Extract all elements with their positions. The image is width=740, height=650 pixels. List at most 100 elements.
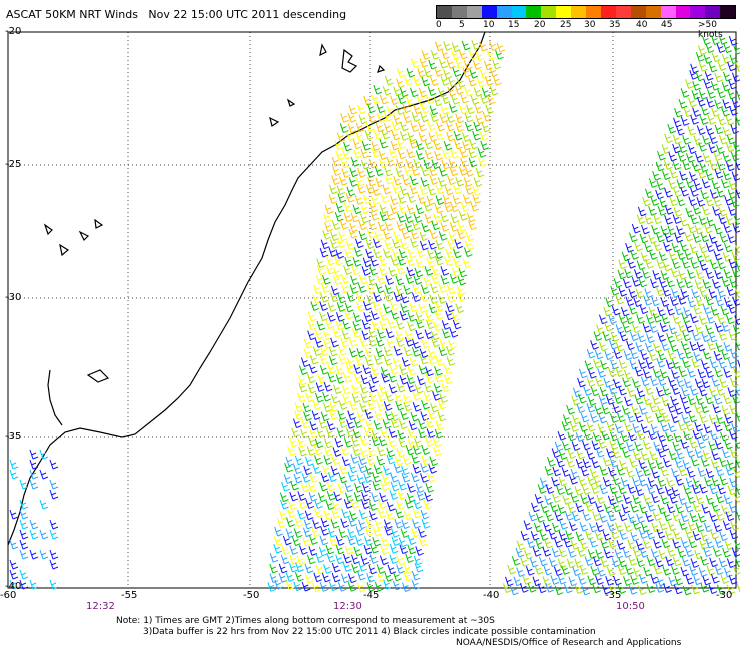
wind-barb [676, 250, 686, 260]
wind-barb [316, 265, 326, 276]
wind-barb [674, 331, 683, 342]
wind-barb [333, 267, 342, 278]
legend-swatch [496, 6, 512, 18]
wind-barb [401, 465, 410, 476]
wind-barb [391, 411, 400, 422]
wind-barb [39, 469, 49, 480]
wind-barb [575, 432, 585, 442]
wind-barb [402, 103, 412, 114]
wind-barb [380, 481, 390, 491]
wind-barb [595, 549, 604, 559]
wind-barb [695, 522, 705, 533]
wind-barb [395, 275, 405, 286]
wind-barb [721, 106, 730, 117]
wind-barb [672, 511, 681, 522]
wind-barb [711, 377, 721, 387]
wind-barb [357, 168, 366, 178]
wind-barb [603, 378, 613, 388]
wind-barb [455, 176, 465, 187]
wind-barb [431, 274, 440, 284]
wind-barb [437, 177, 447, 187]
wind-barb [634, 241, 643, 252]
wind-barb [415, 483, 425, 494]
wind-barb [400, 303, 409, 313]
wind-barb [306, 554, 316, 565]
wind-barb [392, 184, 401, 194]
wind-barb [492, 59, 502, 70]
wind-barb [327, 372, 337, 383]
wind-barb [352, 204, 362, 215]
wind-barb [298, 499, 307, 509]
wind-barb [642, 539, 652, 549]
wind-barb [409, 184, 419, 195]
wind-barb [678, 270, 687, 280]
wind-barb [355, 122, 365, 133]
wind-barb [602, 456, 612, 467]
wind-barb [364, 465, 374, 475]
wind-barb [628, 288, 638, 298]
wind-barb [368, 382, 378, 393]
wind-barb [340, 337, 349, 348]
legend-swatch [451, 6, 467, 18]
wind-barb [684, 502, 694, 513]
wind-barb [629, 359, 639, 370]
wind-barb [443, 374, 453, 385]
wind-barb [520, 557, 529, 567]
wind-barb [717, 88, 726, 99]
wind-barb [373, 464, 383, 475]
wind-barb [607, 521, 616, 532]
wind-barb [662, 261, 672, 272]
coastline [7, 31, 486, 546]
legend-label: 20 [534, 20, 546, 30]
wind-barb [486, 95, 496, 105]
wind-barb [371, 94, 380, 104]
wind-barb [355, 292, 365, 302]
wind-barb [344, 544, 354, 555]
wind-barb [353, 247, 363, 257]
wind-barb [593, 556, 602, 567]
wind-barb [350, 499, 359, 509]
wind-barb [347, 528, 356, 539]
wind-barb [411, 166, 420, 176]
wind-barb [378, 150, 388, 160]
wind-barb [439, 113, 448, 123]
wind-barb [429, 456, 439, 467]
wind-barb [337, 293, 347, 304]
legend-label: 10 [483, 20, 495, 30]
wind-barb [399, 87, 409, 98]
wind-barb [405, 445, 415, 456]
wind-barb [400, 293, 410, 304]
wind-barb [427, 185, 437, 196]
wind-barb [312, 582, 321, 593]
wind-barb [460, 157, 469, 168]
wind-barb [468, 148, 477, 159]
wind-barb [601, 404, 611, 415]
wind-barb [347, 582, 357, 592]
wind-barb [705, 295, 714, 306]
wind-barb [725, 215, 735, 226]
wind-barb [428, 59, 438, 70]
wind-barb [636, 430, 646, 441]
wind-barb [320, 517, 330, 528]
wind-barb [667, 403, 676, 413]
wind-barb [368, 501, 378, 511]
wind-barb [330, 518, 340, 529]
wind-barb [664, 133, 673, 144]
wind-barb [380, 366, 390, 377]
wind-barb [636, 260, 646, 271]
wind-barb [689, 512, 699, 523]
wind-barb [606, 421, 616, 432]
wind-barb [674, 107, 683, 118]
wind-barb [532, 576, 542, 587]
wind-barb [728, 79, 737, 90]
wind-barb [460, 201, 470, 212]
wind-barb [458, 211, 468, 221]
wind-barb [628, 585, 638, 595]
wind-barb [645, 342, 654, 353]
wind-barb [410, 411, 420, 422]
wind-barb [342, 562, 352, 572]
wind-barb [580, 412, 590, 423]
wind-barb [599, 341, 608, 352]
wind-barb [672, 441, 681, 452]
wind-barb [690, 214, 699, 225]
